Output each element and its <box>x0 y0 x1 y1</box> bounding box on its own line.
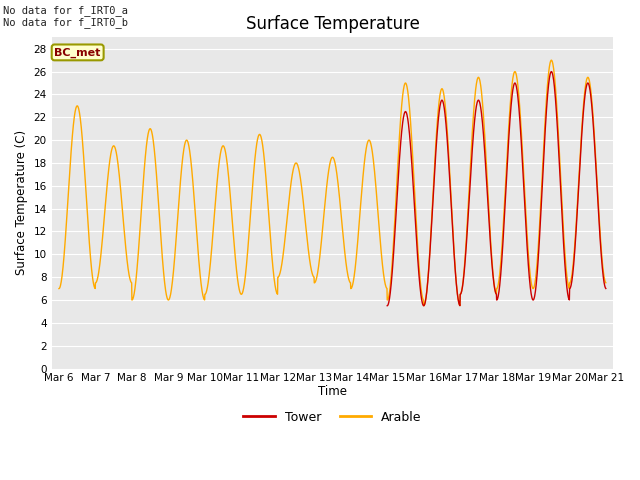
Legend: Tower, Arable: Tower, Arable <box>239 406 427 429</box>
Title: Surface Temperature: Surface Temperature <box>246 15 419 33</box>
Text: BC_met: BC_met <box>54 47 101 58</box>
Y-axis label: Surface Temperature (C): Surface Temperature (C) <box>15 131 28 276</box>
X-axis label: Time: Time <box>318 385 347 398</box>
Text: No data for f_IRT0_a
No data for f_IRT0_b: No data for f_IRT0_a No data for f_IRT0_… <box>3 5 128 28</box>
